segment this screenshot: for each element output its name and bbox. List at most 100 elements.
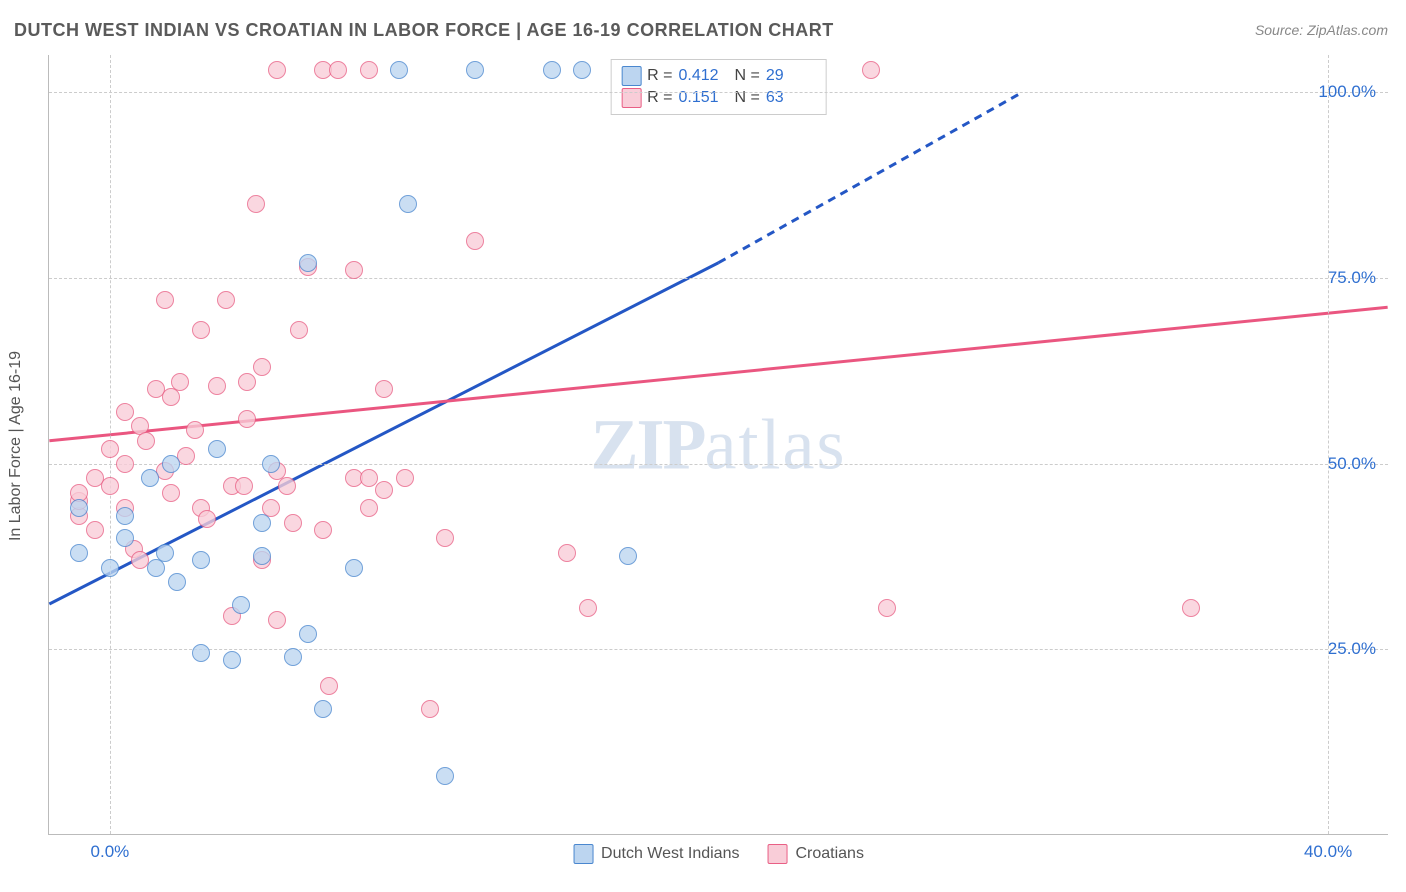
scatter-point — [101, 477, 119, 495]
trend-line — [719, 92, 1023, 263]
scatter-point — [156, 291, 174, 309]
gridline-vertical — [1328, 55, 1329, 834]
scatter-point — [399, 195, 417, 213]
scatter-point — [253, 547, 271, 565]
scatter-point — [579, 599, 597, 617]
r-value: 0.412 — [679, 67, 729, 85]
scatter-point — [86, 521, 104, 539]
legend-correlation-row: R = 0.412 N = 29 — [621, 66, 816, 86]
scatter-point — [466, 232, 484, 250]
scatter-point — [360, 499, 378, 517]
scatter-point — [208, 440, 226, 458]
scatter-point — [223, 651, 241, 669]
scatter-point — [421, 700, 439, 718]
legend-swatch — [767, 844, 787, 864]
legend-correlation-row: R =0.151N =63 — [621, 88, 816, 108]
r-label: R = — [647, 67, 672, 85]
chart-title: DUTCH WEST INDIAN VS CROATIAN IN LABOR F… — [14, 20, 834, 41]
scatter-point — [375, 481, 393, 499]
scatter-point — [192, 551, 210, 569]
y-tick-label: 75.0% — [1328, 268, 1376, 288]
scatter-point — [396, 469, 414, 487]
scatter-point — [70, 499, 88, 517]
scatter-point — [299, 625, 317, 643]
scatter-point — [862, 61, 880, 79]
scatter-point — [436, 767, 454, 785]
scatter-point — [238, 410, 256, 428]
x-tick-label: 40.0% — [1304, 842, 1352, 862]
y-axis-label: In Labor Force | Age 16-19 — [7, 351, 25, 541]
scatter-point — [278, 477, 296, 495]
scatter-point — [247, 195, 265, 213]
scatter-point — [543, 61, 561, 79]
scatter-point — [116, 529, 134, 547]
gridline-horizontal — [49, 92, 1388, 93]
scatter-point — [466, 61, 484, 79]
scatter-point — [390, 61, 408, 79]
legend-series: Dutch West Indians Croatians — [573, 844, 864, 864]
scatter-point — [320, 677, 338, 695]
scatter-point — [268, 611, 286, 629]
scatter-point — [232, 596, 250, 614]
scatter-point — [192, 644, 210, 662]
scatter-point — [70, 544, 88, 562]
scatter-point — [299, 254, 317, 272]
scatter-point — [162, 484, 180, 502]
scatter-point — [137, 432, 155, 450]
scatter-point — [1182, 599, 1200, 617]
scatter-point — [116, 507, 134, 525]
scatter-point — [314, 700, 332, 718]
scatter-point — [375, 380, 393, 398]
n-label: N = — [735, 67, 760, 85]
gridline-horizontal — [49, 464, 1388, 465]
y-tick-label: 50.0% — [1328, 454, 1376, 474]
scatter-point — [235, 477, 253, 495]
scatter-point — [171, 373, 189, 391]
scatter-point — [141, 469, 159, 487]
scatter-point — [192, 321, 210, 339]
scatter-point — [262, 455, 280, 473]
legend-correlation: R = 0.412 N = 29 R =0.151N =63 — [610, 59, 827, 115]
legend-label: Croatians — [795, 845, 863, 862]
trend-lines-svg — [49, 55, 1388, 834]
legend-item: Dutch West Indians — [573, 844, 739, 864]
scatter-point — [345, 559, 363, 577]
scatter-point — [268, 61, 286, 79]
gridline-horizontal — [49, 278, 1388, 279]
scatter-point — [284, 648, 302, 666]
n-value: 29 — [766, 67, 816, 85]
scatter-point — [168, 573, 186, 591]
plot-area: ZIPatlas R =0.412N =29R =0.151N =63 Dutc… — [48, 55, 1388, 835]
scatter-point — [101, 440, 119, 458]
scatter-point — [198, 510, 216, 528]
legend-swatch — [621, 88, 641, 108]
y-tick-label: 25.0% — [1328, 639, 1376, 659]
scatter-point — [558, 544, 576, 562]
scatter-point — [329, 61, 347, 79]
gridline-horizontal — [49, 649, 1388, 650]
legend-swatch — [573, 844, 593, 864]
legend-swatch — [621, 66, 641, 86]
x-tick-label: 0.0% — [91, 842, 130, 862]
scatter-point — [208, 377, 226, 395]
scatter-point — [878, 599, 896, 617]
scatter-point — [101, 559, 119, 577]
scatter-point — [217, 291, 235, 309]
scatter-point — [116, 403, 134, 421]
scatter-point — [345, 261, 363, 279]
scatter-point — [253, 514, 271, 532]
scatter-point — [290, 321, 308, 339]
scatter-point — [314, 521, 332, 539]
legend-label: Dutch West Indians — [601, 845, 739, 862]
scatter-point — [238, 373, 256, 391]
scatter-point — [360, 61, 378, 79]
source-attribution: Source: ZipAtlas.com — [1255, 22, 1388, 38]
scatter-point — [284, 514, 302, 532]
legend-item: Croatians — [767, 844, 863, 864]
scatter-point — [116, 455, 134, 473]
scatter-point — [253, 358, 271, 376]
scatter-point — [619, 547, 637, 565]
scatter-point — [162, 455, 180, 473]
scatter-point — [156, 544, 174, 562]
scatter-point — [573, 61, 591, 79]
